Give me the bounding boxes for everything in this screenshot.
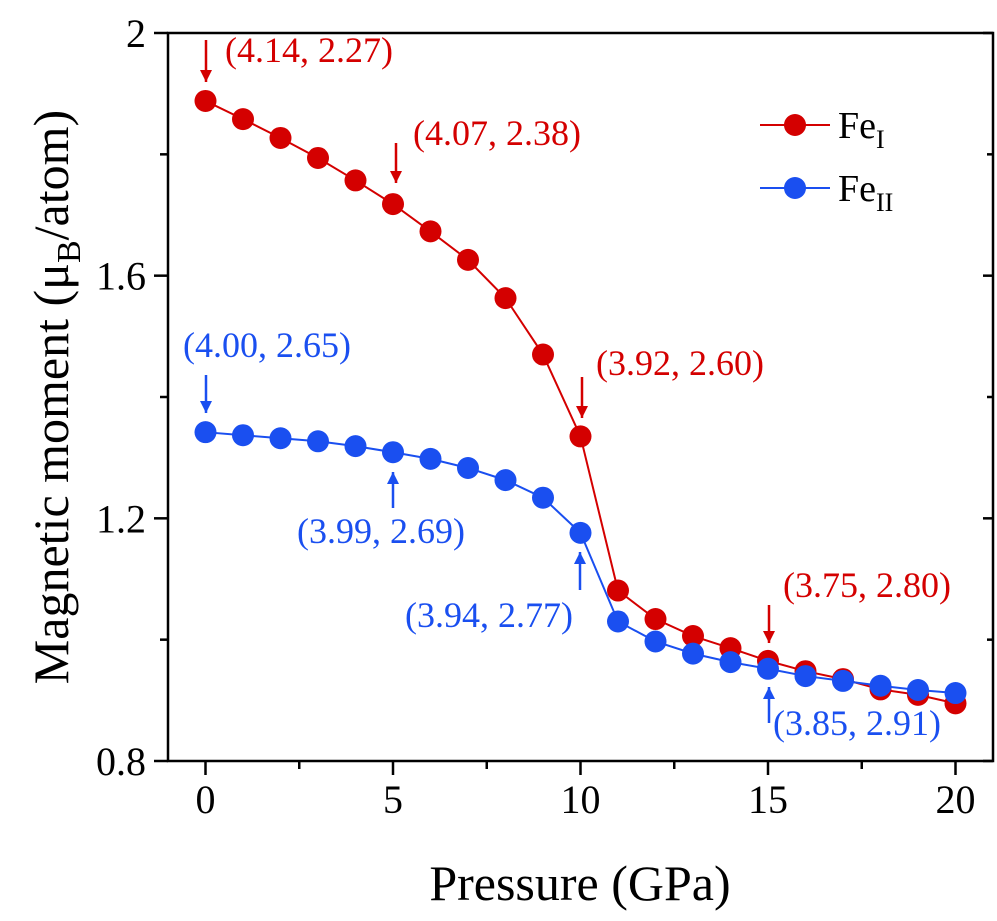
data-point <box>757 657 779 680</box>
data-point <box>457 456 479 479</box>
legend-subscript: II <box>876 188 893 217</box>
annotation: (3.99, 2.69) <box>297 511 465 551</box>
legend-marker <box>784 114 806 136</box>
legend-label: FeII <box>838 168 893 217</box>
data-point <box>494 287 517 310</box>
x-tick-label: 5 <box>383 777 403 822</box>
annotation: (3.75, 2.80) <box>783 565 951 605</box>
data-point <box>494 469 517 492</box>
arrow-head <box>574 552 586 564</box>
data-point <box>719 651 742 674</box>
data-point <box>832 669 854 692</box>
data-point <box>269 427 292 450</box>
x-tick-label: 0 <box>196 777 216 822</box>
data-point <box>532 486 554 509</box>
y-tick-label: 0.8 <box>96 739 146 784</box>
data-point <box>794 665 817 688</box>
y-title-subscript: B <box>51 240 88 263</box>
data-point <box>944 682 967 705</box>
data-point <box>569 425 592 448</box>
annotation: (3.92, 2.60) <box>596 343 764 383</box>
data-point <box>607 610 629 633</box>
data-point <box>569 521 592 544</box>
data-point <box>532 343 554 366</box>
y-tick-label: 1.2 <box>96 496 146 541</box>
data-point <box>307 430 329 453</box>
data-point <box>457 248 479 271</box>
data-point <box>232 108 254 131</box>
data-point <box>644 608 667 631</box>
data-point <box>344 435 367 458</box>
legend-label: FeI <box>838 105 885 154</box>
x-axis-title: Pressure (GPa) <box>429 855 730 911</box>
arrow-head <box>576 406 588 418</box>
x-tick-label: 15 <box>748 777 788 822</box>
legend-marker <box>784 177 806 199</box>
data-point <box>682 642 704 665</box>
data-point <box>682 625 704 648</box>
data-point <box>607 579 629 602</box>
arrow-head <box>387 472 399 484</box>
annotation: (3.85, 2.91) <box>773 703 941 743</box>
arrow-head <box>763 631 775 643</box>
arrow-head <box>200 401 212 413</box>
data-point <box>269 126 292 149</box>
y-title-main: Magnetic moment (μ <box>23 263 79 684</box>
data-point <box>382 193 404 216</box>
data-point <box>907 679 929 702</box>
y-tick-label: 1.6 <box>96 254 146 299</box>
data-point <box>419 447 442 470</box>
annotation: (4.07, 2.38) <box>413 113 581 153</box>
annotation: (4.14, 2.27) <box>225 30 393 70</box>
legend-name: Fe <box>838 168 876 210</box>
data-point <box>644 630 667 653</box>
y-axis-title: Magnetic moment (μB/atom) <box>23 110 88 684</box>
y-tick-label: 2 <box>126 11 146 56</box>
data-point <box>344 169 367 192</box>
data-point <box>419 220 442 243</box>
annotation: (4.00, 2.65) <box>183 325 351 365</box>
x-tick-label: 20 <box>936 777 976 822</box>
data-point <box>869 674 892 697</box>
arrow-head <box>390 171 402 183</box>
x-tick-label: 10 <box>561 777 601 822</box>
legend-name: Fe <box>838 105 876 147</box>
data-point <box>194 421 217 444</box>
y-title-suffix: /atom) <box>23 110 79 241</box>
data-point <box>307 146 329 169</box>
annotation: (3.94, 2.77) <box>405 595 573 635</box>
data-point <box>194 89 217 112</box>
arrow-head <box>200 70 212 82</box>
legend-subscript: I <box>876 125 885 154</box>
data-point <box>382 441 404 464</box>
data-point <box>232 424 254 447</box>
arrow-head <box>763 687 775 699</box>
